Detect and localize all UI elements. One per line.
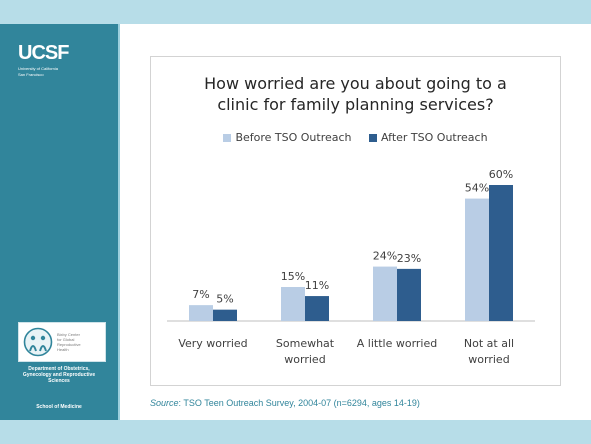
legend-label-after: After TSO Outreach <box>381 131 488 144</box>
top-band <box>0 0 591 24</box>
legend-label-before: Before TSO Outreach <box>235 131 352 144</box>
badge-line1: Bixby Center <box>57 332 80 337</box>
legend-item-before: Before TSO Outreach <box>223 131 352 144</box>
department-name: Department of Obstetrics, Gynecology and… <box>0 366 118 384</box>
legend-item-after: After TSO Outreach <box>369 131 488 144</box>
chart-legend: Before TSO Outreach After TSO Outreach <box>151 131 560 145</box>
center-emblem-icon <box>23 327 53 357</box>
chart-title-line1: How worried are you about going to a <box>204 74 507 93</box>
data-label-after-2: 23% <box>397 252 421 265</box>
badge-line4: Health <box>57 347 69 352</box>
ucsf-logo-mark: UCSF <box>18 42 69 64</box>
category-label-3-1: worried <box>468 353 509 366</box>
source-text: : TSO Teen Outreach Survey, 2004-07 (n=6… <box>178 398 420 408</box>
dept-line2: Gynecology and Reproductive <box>22 372 96 378</box>
sidebar-divider <box>118 24 120 420</box>
bottom-band <box>0 420 591 444</box>
badge-line3: Reproductive <box>57 342 81 347</box>
data-label-before-2: 24% <box>373 250 397 263</box>
category-label-2-0: A little worried <box>357 337 437 350</box>
badge-line2: for Global <box>57 337 75 342</box>
data-label-after-0: 5% <box>216 293 233 306</box>
legend-swatch-after <box>369 133 378 142</box>
bar-after-2 <box>397 268 421 321</box>
bar-after-1 <box>305 296 329 321</box>
category-label-1-1: worried <box>284 353 325 366</box>
bar-before-3 <box>465 198 489 321</box>
data-label-after-1: 11% <box>305 279 329 292</box>
bar-chart: 7% 5% Very worried 15%11% Somewhat worried 24%… <box>167 168 535 366</box>
school-name: School of Medicine <box>36 404 82 410</box>
bar-before-0 <box>189 305 213 321</box>
ucsf-logo-sub2: San Francisco <box>18 72 44 77</box>
chart-frame: How worried are you about going to a cli… <box>150 56 561 386</box>
legend-swatch-before <box>223 133 232 142</box>
category-label-1-0: Somewhat <box>276 337 335 350</box>
data-label-before-3: 54% <box>465 182 489 195</box>
center-badge-text: Bixby Center for Global Reproductive Hea… <box>57 332 81 352</box>
category-label-3-0: Not at all <box>464 337 514 350</box>
bar-after-0 <box>213 309 237 321</box>
data-label-after-3: 60% <box>489 168 513 181</box>
bar-after-3 <box>489 185 513 321</box>
chart-title: How worried are you about going to a cli… <box>151 73 560 115</box>
chart-title-line2: clinic for family planning services? <box>217 95 494 114</box>
source-label: Source <box>150 398 179 408</box>
ucsf-logo-sub1: University of California <box>18 66 59 71</box>
category-label-0-0: Very worried <box>178 337 247 350</box>
center-badge: Bixby Center for Global Reproductive Hea… <box>18 322 106 362</box>
bar-before-1 <box>281 287 305 321</box>
data-label-before-0: 7% <box>192 288 209 301</box>
source-note: Source: TSO Teen Outreach Survey, 2004-0… <box>150 398 420 408</box>
data-label-before-1: 15% <box>281 270 305 283</box>
bar-before-2 <box>373 266 397 321</box>
dept-line1: Department of Obstetrics, <box>28 366 90 372</box>
dept-line3: Sciences <box>48 378 70 384</box>
ucsf-logo: UCSF University of California San Franci… <box>18 42 69 77</box>
